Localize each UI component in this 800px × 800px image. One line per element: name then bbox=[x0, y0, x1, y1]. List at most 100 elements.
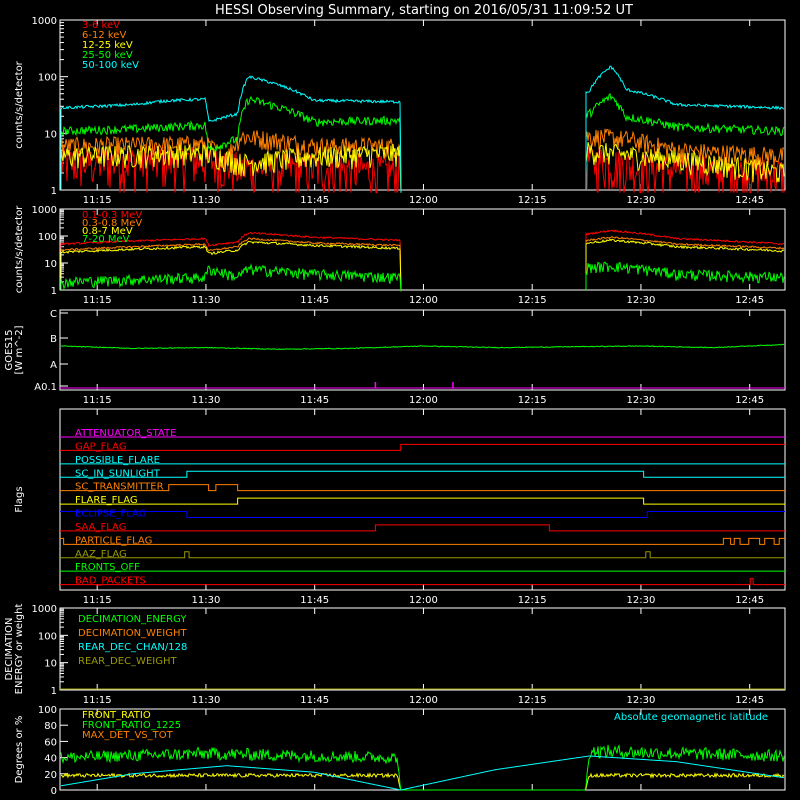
x-tick-label: 11:15 bbox=[83, 295, 112, 306]
y-axis-label: counts/s/detector bbox=[14, 60, 25, 148]
y-tick-label: C bbox=[50, 309, 57, 320]
series-line bbox=[60, 92, 785, 193]
flag-line bbox=[60, 497, 785, 505]
flag-label: ECLIPSE_FLAG bbox=[75, 509, 146, 520]
x-tick-label: 12:00 bbox=[409, 295, 438, 306]
y-tick-label: 60 bbox=[44, 737, 57, 748]
legend-entry: DECIMATION_WEIGHT bbox=[78, 628, 187, 639]
y-tick-label: 100 bbox=[38, 232, 57, 243]
panel-frame bbox=[59, 19, 786, 191]
legend-entry: 25-50 keV bbox=[82, 50, 133, 61]
flag-label: POSSIBLE_FLARE bbox=[75, 455, 160, 466]
flag-line bbox=[60, 484, 785, 492]
y-tick-label: 1000 bbox=[32, 205, 57, 216]
flag-line bbox=[60, 551, 785, 559]
x-tick-label: 12:15 bbox=[518, 395, 547, 406]
flag-label: ATTENUATOR_STATE bbox=[75, 428, 176, 439]
flag-line bbox=[60, 443, 785, 451]
x-tick-label: 12:00 bbox=[409, 695, 438, 706]
x-tick-label: 11:30 bbox=[192, 695, 221, 706]
y-tick-label: 1000 bbox=[32, 16, 57, 27]
panel-2: 11:15 11:30 11:45 12:00 12:15 12:30 12:45 1 10 10… bbox=[14, 205, 786, 306]
legend-entry: REAR_DEC_WEIGHT bbox=[78, 656, 177, 667]
flag-label: SC_IN_SUNLIGHT bbox=[75, 468, 161, 479]
flag-label: PARTICLE_FLAG bbox=[75, 535, 152, 546]
x-tick-label: 11:30 bbox=[192, 395, 221, 406]
y-axis-label: Flags bbox=[14, 486, 25, 512]
y-tick-label: 20 bbox=[44, 770, 57, 781]
panel-frame bbox=[59, 408, 786, 591]
x-tick-label: 12:15 bbox=[518, 295, 547, 306]
legend-entry: 12-25 keV bbox=[82, 40, 133, 51]
y-tick-label: 100 bbox=[38, 705, 57, 716]
flag-line bbox=[60, 524, 785, 532]
flag-label: FLARE_FLAG bbox=[75, 495, 138, 506]
x-tick-label: 12:00 bbox=[409, 595, 438, 606]
panel-3: 11:15 11:30 11:45 12:00 12:15 12:30 12:45 A0.1 A… bbox=[4, 309, 786, 406]
flag-line bbox=[60, 511, 785, 518]
x-tick-label: 12:15 bbox=[518, 595, 547, 606]
legend-entry: 6-12 keV bbox=[82, 30, 126, 41]
y-tick-label: B bbox=[50, 334, 57, 345]
legend-entry: FRONT_RATIO bbox=[82, 710, 151, 721]
x-tick-label: 12:00 bbox=[409, 195, 438, 206]
flag-label: SAA_FLAG bbox=[75, 522, 126, 533]
y-tick-label: 100 bbox=[38, 73, 57, 84]
y-tick-label: 1000 bbox=[32, 604, 57, 615]
y-tick-label: 1 bbox=[51, 286, 57, 297]
y-tick-label: 1 bbox=[51, 186, 57, 197]
x-tick-label: 12:15 bbox=[518, 695, 547, 706]
y-tick-label: 1 bbox=[51, 686, 57, 697]
flag-label: GAP_FLAG bbox=[75, 441, 127, 452]
panel-frame bbox=[59, 208, 786, 291]
x-tick-label: 11:15 bbox=[83, 595, 112, 606]
x-tick-label: 11:45 bbox=[300, 195, 329, 206]
legend-entry: 7-20 MeV bbox=[82, 234, 130, 245]
y-tick-label: A0.1 bbox=[34, 382, 57, 393]
x-tick-label: 11:45 bbox=[300, 395, 329, 406]
legend-entry: DECIMATION_ENERGY bbox=[78, 614, 187, 625]
x-tick-label: 12:15 bbox=[518, 195, 547, 206]
x-tick-label: 12:30 bbox=[627, 695, 656, 706]
goes-line bbox=[60, 343, 785, 351]
x-tick-label: 11:45 bbox=[300, 595, 329, 606]
series-line bbox=[60, 141, 785, 193]
legend-entry: FRONT_RATIO_1225 bbox=[82, 720, 181, 731]
legend-entry: 0.1-0.3 MeV bbox=[82, 210, 142, 221]
series-line bbox=[60, 238, 785, 292]
panel-1: 11:15 11:30 11:45 12:00 12:15 12:30 12:45 1 10 10… bbox=[14, 16, 786, 206]
x-tick-label: 12:30 bbox=[627, 595, 656, 606]
series-line bbox=[60, 128, 785, 193]
x-tick-label: 11:45 bbox=[300, 295, 329, 306]
x-tick-label: 12:00 bbox=[409, 395, 438, 406]
x-tick-label: 11:15 bbox=[83, 695, 112, 706]
panel-frame bbox=[59, 607, 786, 691]
y-axis-label: ENERGY or weight bbox=[14, 604, 25, 695]
x-tick-label: 11:15 bbox=[83, 195, 112, 206]
x-tick-label: 12:30 bbox=[627, 195, 656, 206]
flag-label: FRONTS_OFF bbox=[75, 562, 140, 573]
series-line bbox=[60, 229, 785, 292]
y-axis-label: [W m^-2] bbox=[14, 325, 25, 374]
ratio-line bbox=[60, 744, 785, 791]
panel-4: 11:15 11:30 11:45 12:00 12:15 12:30 12:45 Flags… bbox=[14, 408, 786, 606]
x-tick-label: 11:15 bbox=[83, 395, 112, 406]
legend-entry: REAR_DEC_CHAN/128 bbox=[78, 642, 187, 653]
x-tick-label: 12:45 bbox=[735, 195, 764, 206]
y-tick-label: 10 bbox=[44, 129, 57, 140]
x-tick-label: 12:45 bbox=[735, 695, 764, 706]
x-tick-label: 11:30 bbox=[192, 295, 221, 306]
y-tick-label: 100 bbox=[38, 631, 57, 642]
flag-line bbox=[60, 537, 785, 545]
y-tick-label: 40 bbox=[44, 754, 57, 765]
panel-6: 0 20 40 60 80 100 Degrees or % FRONT_RATIOFRONT… bbox=[14, 705, 786, 797]
legend-entry: 0.3-0.8 MeV bbox=[82, 218, 142, 229]
y-axis-label: Degrees or % bbox=[14, 716, 25, 784]
y-axis-label: GOES15 bbox=[4, 329, 15, 370]
y-axis-label: DECIMATION bbox=[4, 617, 15, 680]
latitude-line bbox=[60, 755, 785, 791]
x-tick-label: 12:30 bbox=[627, 295, 656, 306]
x-tick-label: 11:30 bbox=[192, 595, 221, 606]
x-tick-label: 11:45 bbox=[300, 695, 329, 706]
